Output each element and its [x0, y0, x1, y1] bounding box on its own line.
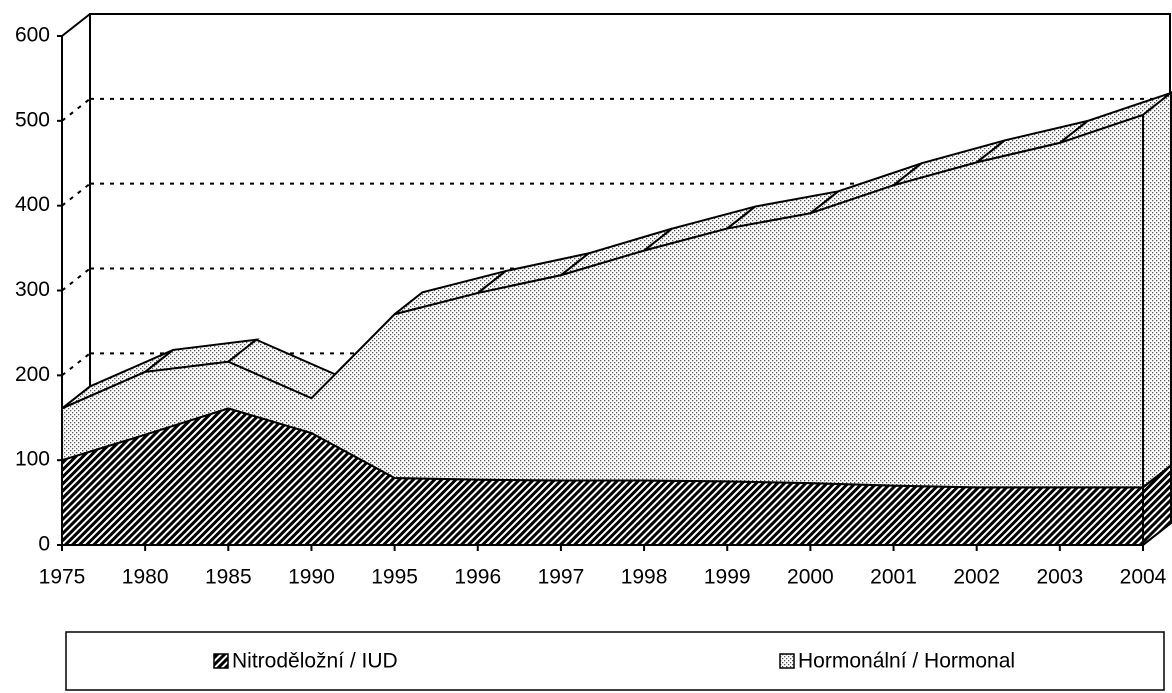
y-tick-label: 300 [15, 278, 50, 301]
x-tick-label: 2004 [1120, 566, 1167, 589]
x-tick-label: 2003 [1036, 566, 1083, 589]
x-tick-label: 2001 [870, 566, 917, 589]
y-tick-label: 400 [15, 193, 50, 216]
x-tick-label: 1995 [371, 566, 418, 589]
x-tick-label: 2000 [787, 566, 834, 589]
y-tick-label: 200 [15, 363, 50, 386]
area-side [1142, 90, 1172, 490]
grid-line [61, 267, 91, 292]
x-tick-label: 1990 [288, 566, 335, 589]
grid-line [61, 352, 91, 377]
x-tick-label: 1980 [122, 566, 169, 589]
y-tick-label: 600 [15, 24, 50, 47]
legend-swatch [213, 653, 229, 669]
legend-label: Nitroděložní / IUD [232, 650, 398, 673]
legend-label: Hormonální / Hormonal [798, 650, 1015, 673]
grid-line [61, 182, 91, 207]
legend-box [65, 631, 1165, 691]
x-tick-label: 1996 [454, 566, 501, 589]
y-tick-label: 100 [15, 448, 50, 471]
x-tick-label: 1975 [39, 566, 86, 589]
x-tick-label: 1998 [621, 566, 668, 589]
depth-edge [1142, 522, 1172, 546]
depth-edge [61, 13, 91, 37]
grid-line [61, 98, 91, 122]
y-tick-label: 500 [15, 108, 50, 131]
x-tick-label: 1997 [538, 566, 585, 589]
x-tick-label: 2002 [953, 566, 1000, 589]
x-tick-label: 1999 [704, 566, 751, 589]
area [61, 113, 1144, 489]
x-tick-label: 1985 [205, 566, 252, 589]
y-tick-label: 0 [38, 533, 50, 556]
legend-swatch [779, 653, 795, 669]
